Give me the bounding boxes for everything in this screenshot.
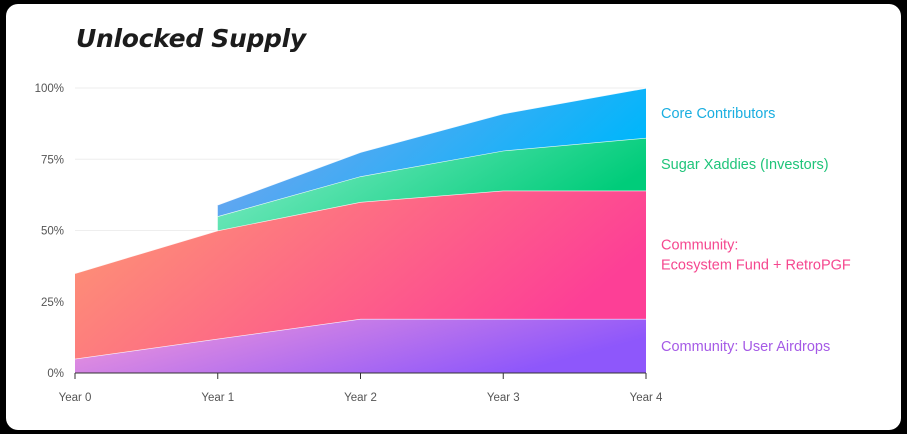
y-tick-label: 25% — [41, 297, 64, 309]
y-tick-label: 75% — [41, 154, 64, 166]
series-label: Sugar Xaddies (Investors) — [661, 157, 829, 173]
series-labels: Community: User Airdrops Community: Ecosys… — [661, 106, 851, 355]
axes: 0% 25% 50% 75% 100% Year 0 Year 1 Year 2 Year 3 Y… — [35, 83, 663, 404]
area-sugar-xaddies-investors — [217, 137, 646, 231]
y-tick-label: 50% — [41, 226, 64, 238]
y-tick-label: 0% — [47, 368, 64, 380]
chart-card: Unlocked Supply 0% 25% 50% 75% 100% Year 0 Yea… — [6, 4, 901, 430]
x-tick-label: Year 3 — [487, 392, 520, 404]
areas — [74, 87, 647, 373]
x-tick-label: Year 0 — [59, 392, 92, 404]
x-tick-label: Year 2 — [344, 392, 377, 404]
area-core-contributors — [217, 88, 646, 217]
area-boundary — [217, 87, 647, 206]
series-label: Core Contributors — [661, 106, 775, 122]
y-tick-label: 100% — [35, 83, 64, 95]
x-tick-label: Year 1 — [201, 392, 234, 404]
series-label: Community: Ecosystem Fund + RetroPGF — [661, 238, 851, 274]
stacked-area-chart: 0% 25% 50% 75% 100% Year 0 Year 1 Year 2 Year 3 Y… — [35, 83, 851, 404]
x-tick-label: Year 4 — [630, 392, 663, 404]
chart-title: Unlocked Supply — [76, 24, 306, 53]
area-community-user-airdrops — [75, 318, 646, 373]
series-label: Community: User Airdrops — [661, 339, 830, 355]
area-community-ecosystem-fund-retropgf — [75, 190, 646, 359]
